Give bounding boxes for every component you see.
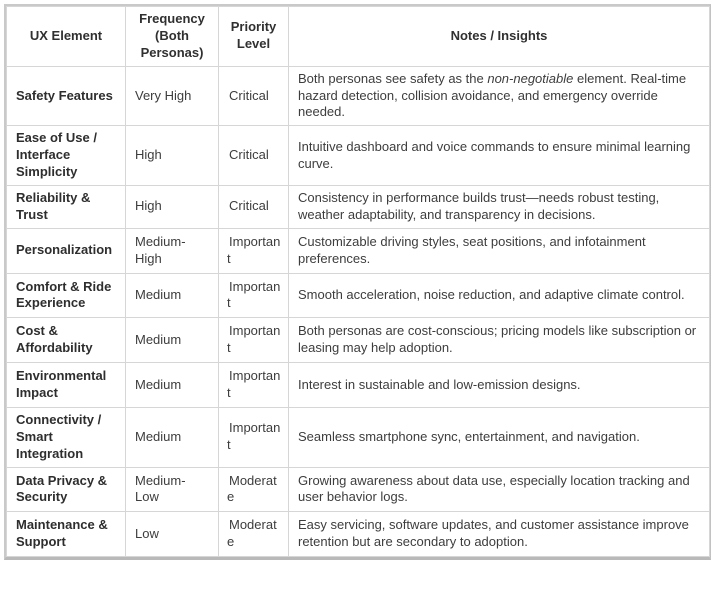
cell-frequency: Medium: [125, 272, 219, 319]
table-row: Reliability & Trust High Critical Consis…: [6, 185, 710, 229]
cell-element: Safety Features: [6, 65, 126, 127]
cell-priority: Important: [218, 406, 289, 468]
cell-priority: Important: [218, 272, 289, 319]
priority-label: Important: [227, 323, 281, 356]
header-notes-insights: Notes / Insights: [288, 6, 710, 67]
table-row: Maintenance & Support Low Moderate Easy …: [6, 511, 710, 558]
table-row: Data Privacy & Security Medium-Low Moder…: [6, 466, 710, 513]
cell-priority: Critical: [218, 185, 289, 229]
header-row: UX Element Frequency (Both Personas) Pri…: [6, 6, 710, 67]
cell-element: Personalization: [6, 227, 126, 274]
cell-frequency: Medium: [125, 362, 219, 408]
cell-notes: Growing awareness about data use, especi…: [288, 466, 710, 513]
header-priority-level: Priority Level: [218, 6, 289, 67]
cell-element: Connectivity / Smart Integration: [6, 406, 126, 468]
cell-frequency: Low: [125, 511, 219, 558]
priority-label: Important: [227, 368, 281, 401]
table-row: Cost & Affordability Medium Important Bo…: [6, 317, 710, 364]
priority-label: Important: [227, 278, 281, 311]
cell-frequency: Medium-Low: [125, 466, 219, 513]
cell-notes: Consistency in performance builds trust—…: [288, 185, 710, 229]
table-row: Connectivity / Smart Integration Medium …: [6, 406, 710, 468]
cell-notes: Both personas see safety as the non-nego…: [288, 65, 710, 127]
priority-label: Critical: [229, 87, 269, 103]
cell-frequency: Medium: [125, 317, 219, 364]
ux-priority-table-container: UX Element Frequency (Both Personas) Pri…: [4, 4, 711, 561]
cell-element: Ease of Use / Interface Simplicity: [6, 125, 126, 187]
header-ux-element: UX Element: [6, 6, 126, 67]
cell-notes: Easy servicing, software updates, and cu…: [288, 511, 710, 558]
cell-priority: Important: [218, 227, 289, 274]
cell-notes: Both personas are cost-conscious; pricin…: [288, 317, 710, 364]
cell-frequency: High: [125, 125, 219, 187]
cell-priority: Moderate: [218, 511, 289, 558]
cell-element: Environmental Impact: [6, 362, 126, 408]
cell-notes: Seamless smartphone sync, entertainment,…: [288, 406, 710, 468]
table-row: Comfort & Ride Experience Medium Importa…: [6, 272, 710, 319]
table-row: Safety Features Very High Critical Both …: [6, 65, 710, 127]
cell-frequency: Medium: [125, 406, 219, 468]
cell-priority: Critical: [218, 125, 289, 187]
cell-notes: Intuitive dashboard and voice commands t…: [288, 125, 710, 187]
notes-text: element. Real-time hazard detection, col…: [298, 70, 687, 120]
cell-element: Data Privacy & Security: [6, 466, 126, 513]
cell-priority: Moderate: [218, 466, 289, 513]
priority-label: Critical: [229, 147, 269, 163]
notes-text: Both personas see safety as the: [298, 70, 488, 86]
cell-element: Reliability & Trust: [6, 185, 126, 229]
ux-priority-table: UX Element Frequency (Both Personas) Pri…: [6, 6, 710, 558]
table-row: Ease of Use / Interface Simplicity High …: [6, 125, 710, 187]
cell-priority: Critical: [218, 65, 289, 127]
cell-frequency: Very High: [125, 65, 219, 127]
table-row: Environmental Impact Medium Important In…: [6, 362, 710, 408]
cell-notes: Smooth acceleration, noise reduction, an…: [288, 272, 710, 319]
cell-notes: Customizable driving styles, seat positi…: [288, 227, 710, 274]
priority-label: Moderate: [227, 517, 277, 550]
cell-frequency: High: [125, 185, 219, 229]
cell-element: Maintenance & Support: [6, 511, 126, 558]
priority-label: Important: [227, 420, 281, 453]
cell-priority: Important: [218, 362, 289, 408]
priority-label: Important: [227, 233, 281, 266]
cell-priority: Important: [218, 317, 289, 364]
header-frequency: Frequency (Both Personas): [125, 6, 219, 67]
cell-element: Cost & Affordability: [6, 317, 126, 364]
priority-label: Moderate: [227, 472, 277, 505]
cell-notes: Interest in sustainable and low-emission…: [288, 362, 710, 408]
table-row: Personalization Medium-High Important Cu…: [6, 227, 710, 274]
notes-text-italic: non-negotiable: [487, 70, 574, 86]
cell-element: Comfort & Ride Experience: [6, 272, 126, 319]
cell-frequency: Medium-High: [125, 227, 219, 274]
priority-label: Critical: [229, 198, 269, 214]
